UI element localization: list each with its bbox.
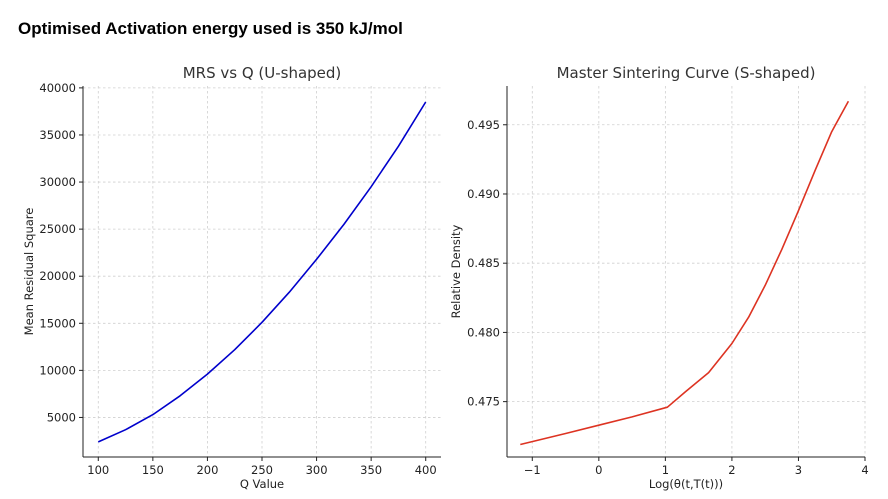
x-tick-label: 2: [728, 463, 735, 477]
x-tick-label: 1: [662, 463, 669, 477]
x-tick-label: 200: [196, 463, 218, 477]
y-tick-label: 0.485: [467, 256, 500, 270]
x-axis-label: Q Value: [240, 477, 284, 491]
x-tick-label: 100: [87, 463, 109, 477]
y-tick-label: 10000: [39, 363, 76, 377]
series-line: [520, 100, 850, 446]
x-tick-label: 150: [142, 463, 164, 477]
chart-title: MRS vs Q (U-shaped): [183, 64, 342, 82]
page-title: Optimised Activation energy used is 350 …: [18, 19, 403, 38]
y-tick-label: 5000: [47, 410, 76, 424]
msc-chart: −1 0 1 2 3 4 0.475 0.480 0.485 0.490 0.495 Master S…: [449, 64, 869, 491]
y-tick-label: 35000: [39, 128, 76, 142]
x-tick-label: 400: [415, 463, 437, 477]
x-tick-label: 3: [795, 463, 802, 477]
x-tick-label: 250: [251, 463, 273, 477]
y-axis-label: Relative Density: [449, 224, 463, 318]
x-tick-label: −1: [524, 463, 541, 477]
y-tick-label: 30000: [39, 175, 76, 189]
y-tick-label: 20000: [39, 269, 76, 283]
x-tick-label: 300: [306, 463, 328, 477]
y-tick-label: 25000: [39, 222, 76, 236]
chart-title: Master Sintering Curve (S-shaped): [557, 64, 816, 82]
x-tick-label: 0: [595, 463, 602, 477]
y-tick-label: 0.480: [467, 325, 500, 339]
y-tick-label: 0.475: [467, 395, 500, 409]
y-tick-label: 40000: [39, 81, 76, 95]
y-tick-label: 15000: [39, 316, 76, 330]
y-tick-label: 0.495: [467, 118, 500, 132]
y-tick-label: 0.490: [467, 187, 500, 201]
mrs-chart: 100 150 200 250 300 350 400 5000 10000 15000 20000…: [22, 64, 441, 491]
x-axis-label: Log(θ(t,T(t))): [649, 477, 723, 491]
x-tick-label: 350: [360, 463, 382, 477]
x-tick-label: 4: [861, 463, 868, 477]
series-line: [97, 101, 427, 443]
y-axis-label: Mean Residual Square: [22, 208, 36, 336]
